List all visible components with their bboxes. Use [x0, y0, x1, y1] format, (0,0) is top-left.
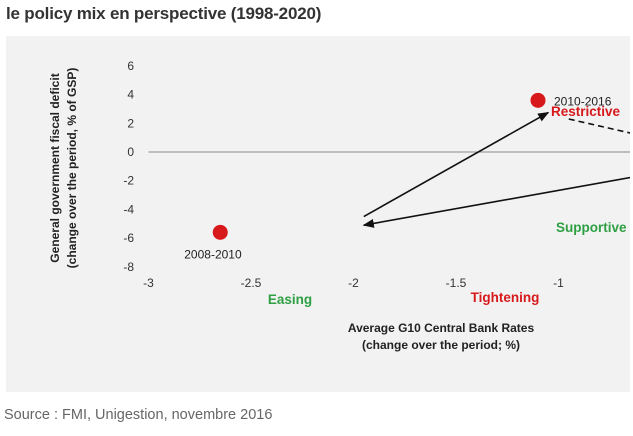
x-axis-title: Average G10 Central Bank Rates	[348, 321, 535, 335]
chart-panel: 6420-2-4-6-8-3-2.5-2-1.5-1-0.500.511.5Av…	[6, 36, 633, 392]
point-2008-2010	[212, 224, 228, 240]
arrow	[363, 111, 550, 218]
x-tick-label: -1.5	[446, 276, 467, 290]
y-tick-label: 0	[127, 145, 134, 159]
x-tick-label: -2	[348, 276, 359, 290]
scatter-chart: 6420-2-4-6-8-3-2.5-2-1.5-1-0.500.511.5Av…	[48, 59, 633, 352]
arrow	[362, 176, 633, 228]
y-tick-label: -8	[123, 260, 134, 274]
point-label: 2008-2010	[184, 247, 242, 261]
y-tick-label: -2	[123, 174, 134, 188]
y-tick-label: -4	[123, 202, 134, 216]
point-label: 2010-2016	[554, 94, 612, 108]
x-axis-subtitle: (change over the period; %)	[362, 338, 520, 352]
source-note: Source : FMI, Unigestion, novembre 2016	[4, 407, 273, 423]
quadrant-label: Supportive	[556, 220, 627, 235]
y-tick-label: -6	[123, 231, 134, 245]
x-tick-label: -2.5	[241, 276, 262, 290]
y-axis-subtitle: (change over the period, % of GSP)	[65, 68, 79, 269]
y-tick-label: 2	[127, 116, 134, 130]
quadrant-label: Restrictive	[551, 104, 621, 119]
dashed-arrow	[568, 118, 633, 135]
y-tick-label: 6	[127, 59, 134, 73]
point-2010-2016	[530, 92, 546, 108]
y-axis-title: General government fiscal deficit	[48, 73, 62, 262]
x-tick-label: -1	[553, 276, 564, 290]
chart-title: le policy mix en perspective (1998-2020)	[6, 4, 322, 23]
quadrant-label: Tightening	[471, 290, 540, 305]
x-tick-label: -3	[143, 276, 154, 290]
y-tick-label: 4	[127, 88, 134, 102]
quadrant-label: Easing	[268, 292, 312, 307]
